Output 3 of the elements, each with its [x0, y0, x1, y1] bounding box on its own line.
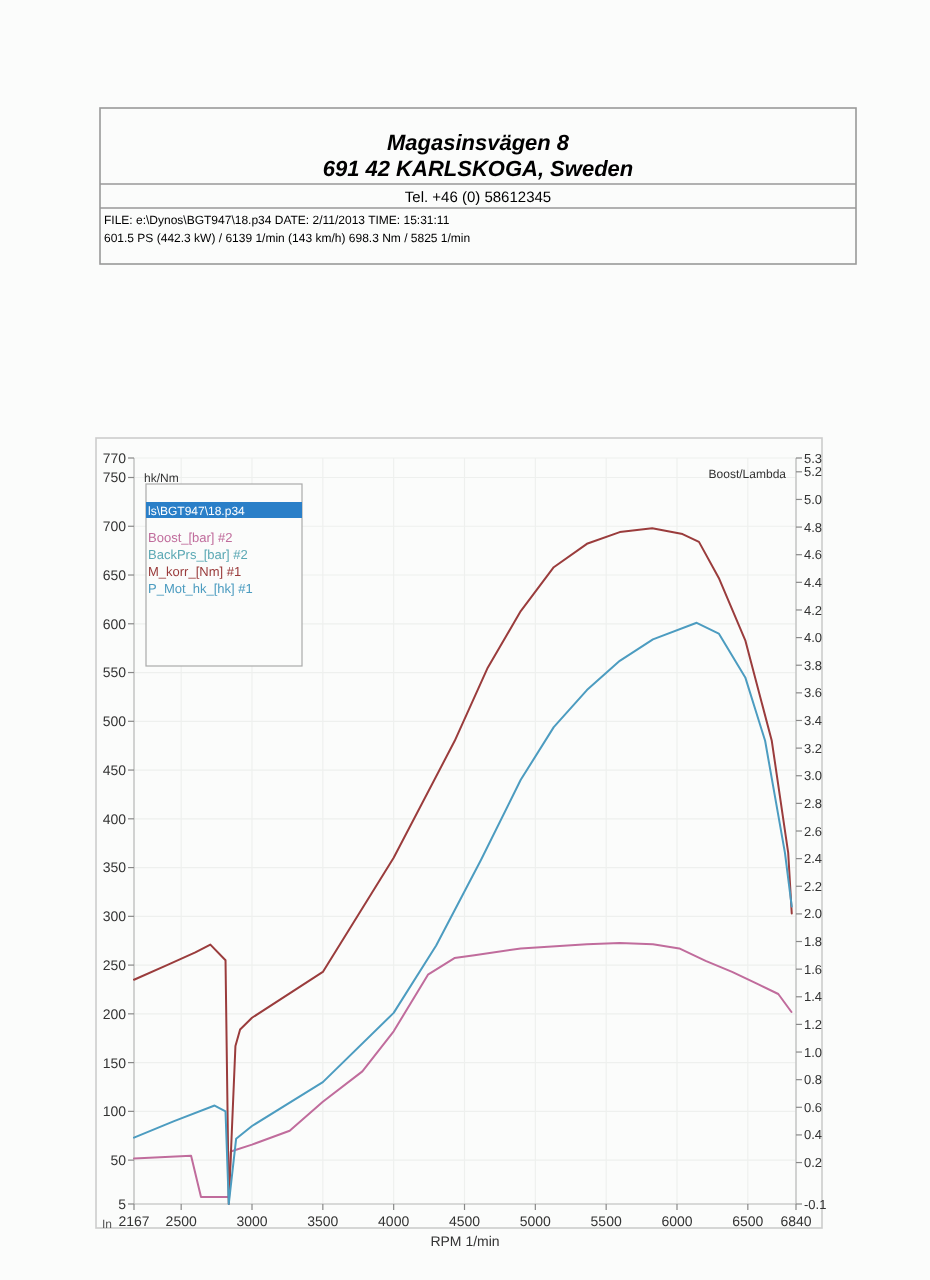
line-series	[133, 941, 793, 1199]
text: 691 42 KARLSKOGA, Sweden	[322, 158, 634, 182]
text: Magasinsvägen 8	[386, 132, 571, 156]
